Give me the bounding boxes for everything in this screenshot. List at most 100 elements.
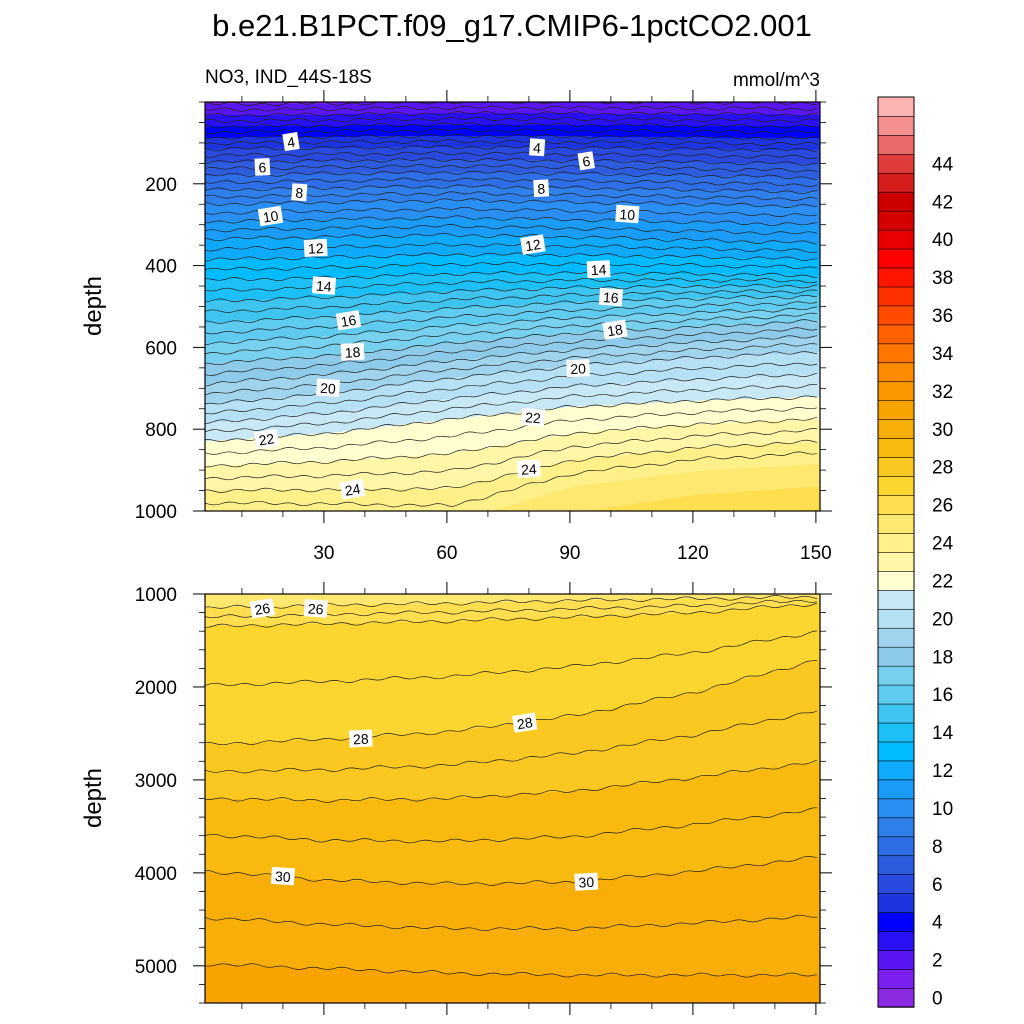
contour-line <box>205 122 818 129</box>
contour-label-text: 30 <box>578 874 595 891</box>
contour-label-text: 8 <box>537 180 546 196</box>
contour-label: 22 <box>520 407 546 427</box>
contour-line <box>205 232 818 245</box>
colorbar-swatch <box>877 589 915 610</box>
colorbar-swatch <box>877 456 915 477</box>
contour-label: 22 <box>253 428 280 450</box>
contour-line <box>205 710 818 774</box>
colorbar-swatch <box>877 873 915 894</box>
contour-label-text: 12 <box>524 236 542 254</box>
colorbar-swatch <box>877 911 915 932</box>
colorbar-swatch <box>877 494 915 515</box>
x-tick-label: 150 <box>800 543 832 564</box>
colorbar-swatch <box>877 381 915 402</box>
y-tick-label: 600 <box>145 338 177 359</box>
contour-line <box>205 807 818 844</box>
colorbar-swatch <box>877 608 915 629</box>
contour-line <box>205 306 818 345</box>
upper-panel: 200 400 600 800 1000 30 60 90 120 150 4 4 6 6 8 8 10 10… <box>80 90 832 564</box>
contour-label-text: 28 <box>516 714 534 732</box>
contour-label-text: 22 <box>258 430 276 448</box>
contour-line <box>205 301 818 335</box>
contour-line <box>205 914 818 932</box>
contour-label-text: 14 <box>316 278 333 295</box>
contour-label-text: 4 <box>286 134 296 151</box>
contour-line <box>205 327 818 376</box>
colorbar-label: 30 <box>932 420 953 441</box>
contour-line <box>205 151 818 159</box>
colorbar-swatch <box>877 836 915 857</box>
contour-label: 8 <box>533 179 550 198</box>
x-tick-label: 30 <box>313 543 334 564</box>
colorbar-label: 22 <box>932 571 953 592</box>
contour-line <box>205 759 818 803</box>
colorbar-swatch <box>877 949 915 970</box>
colorbar-swatch <box>877 741 915 762</box>
contour-line <box>205 144 818 153</box>
contour-label: 20 <box>566 359 591 378</box>
contour-label-text: 16 <box>603 289 620 306</box>
contour-line <box>205 177 818 187</box>
contour-line <box>205 157 818 166</box>
contour-line <box>205 261 818 271</box>
contour-label-text: 24 <box>521 461 538 478</box>
colorbar-swatch <box>877 324 915 345</box>
colorbar-swatch <box>877 115 915 136</box>
colorbar-swatch <box>877 229 915 250</box>
contour-line <box>205 660 818 746</box>
contour-line <box>205 164 818 173</box>
contour-line <box>205 139 818 146</box>
contour-label-text: 12 <box>308 240 325 257</box>
contour-label: 6 <box>577 151 595 171</box>
contour-label: 14 <box>586 260 611 279</box>
contour-line <box>205 206 818 217</box>
contour-line <box>205 198 818 208</box>
colorbar-label: 32 <box>932 382 953 403</box>
colorbar-swatch <box>877 267 915 288</box>
contour-line <box>205 111 818 118</box>
y-tick-label: 200 <box>145 175 177 196</box>
contour-label-text: 14 <box>590 261 607 278</box>
contour-line <box>205 105 818 112</box>
contour-label: 8 <box>291 183 308 202</box>
contour-label: 12 <box>303 238 328 257</box>
contour-label-text: 20 <box>570 360 587 377</box>
colorbar-swatch <box>877 551 915 572</box>
colorbar-label: 34 <box>932 344 954 365</box>
y-tick-label: 5000 <box>135 957 177 978</box>
colorbar-swatch <box>877 418 915 439</box>
contour-line <box>205 133 818 141</box>
contour-label-text: 10 <box>619 206 636 223</box>
contour-label: 4 <box>282 132 300 152</box>
contour-label: 6 <box>254 158 271 176</box>
contour-line <box>205 451 818 508</box>
colorbar-swatch <box>877 286 915 307</box>
colorbar-swatch <box>877 210 915 231</box>
colorbar-label: 16 <box>932 685 953 706</box>
contour-label: 16 <box>335 310 362 331</box>
contour-line <box>205 963 818 978</box>
contour-label: 26 <box>249 598 276 619</box>
variable-label: NO3, IND_44S-18S <box>205 67 372 88</box>
lower-y-axis-label: depth <box>80 768 107 828</box>
upper-y-axis-label: depth <box>80 276 107 336</box>
contour-label-text: 22 <box>525 409 542 426</box>
contour-line <box>205 116 818 123</box>
colorbar-swatch <box>877 684 915 705</box>
y-tick-label: 400 <box>145 257 177 278</box>
lower-panel: 1000 2000 3000 4000 5000 26 26 28 28 30 30 depth <box>80 582 832 1015</box>
units-label: mmol/m^3 <box>733 70 820 91</box>
colorbar-swatch <box>877 532 915 553</box>
contour-label: 14 <box>311 276 336 295</box>
contour-label: 30 <box>574 872 599 891</box>
contour-label: 10 <box>615 204 640 224</box>
x-tick-label: 120 <box>677 543 709 564</box>
colorbar-label: 0 <box>932 989 943 1010</box>
y-tick-label: 2000 <box>135 678 177 699</box>
contour-line <box>205 335 818 387</box>
contour-label-text: 20 <box>320 380 337 397</box>
colorbar-label: 6 <box>932 875 943 896</box>
colorbar-label: 38 <box>932 268 953 289</box>
colorbar: 0246810121416182022242628303234363840424… <box>877 96 954 1010</box>
contour-line <box>205 383 818 433</box>
